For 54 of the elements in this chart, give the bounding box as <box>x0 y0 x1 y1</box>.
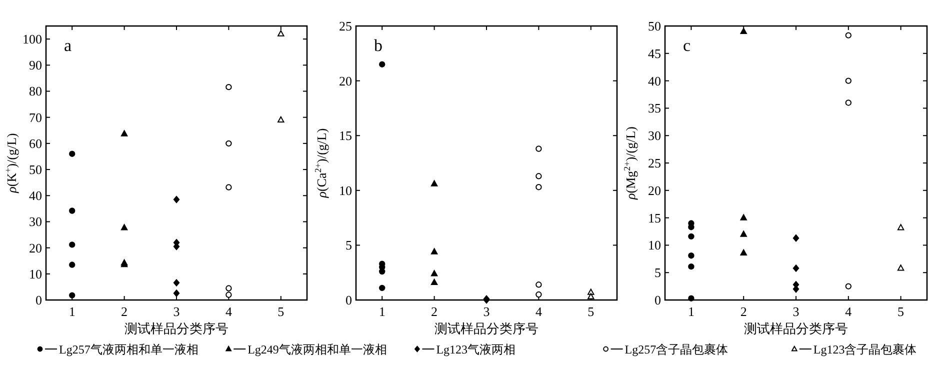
x-tick-label: 4 <box>845 304 852 319</box>
y-tick-label: 80 <box>29 84 42 99</box>
y-tick-label: 20 <box>339 73 352 88</box>
y-tick-label: 10 <box>339 182 352 198</box>
y-tick-label: 30 <box>648 128 661 144</box>
y-tick-label: 50 <box>648 18 661 34</box>
y-tick-label: 100 <box>22 32 42 47</box>
x-tick-label: 3 <box>483 304 490 319</box>
x-tick-label: 2 <box>431 304 438 319</box>
legend-label: Lg123含子晶包裹体 <box>813 342 917 356</box>
y-tick-label: 30 <box>29 214 42 230</box>
x-tick-label: 2 <box>740 304 747 319</box>
y-tick-label: 70 <box>29 110 42 125</box>
y-tick-label: 40 <box>29 188 42 204</box>
x-tick-label: 1 <box>68 304 76 319</box>
annotation: a <box>64 36 72 55</box>
y-tick-label: 40 <box>648 73 661 88</box>
y-tick-label: 90 <box>29 58 42 73</box>
y-tick-label: 10 <box>29 266 42 282</box>
x-tick-label: 1 <box>688 304 694 319</box>
y-tick-label: 15 <box>339 128 352 144</box>
x-axis-title: 测试样品分类序号 <box>124 321 228 336</box>
x-axis-title: 测试样品分类序号 <box>744 321 848 336</box>
x-tick-label: 3 <box>173 304 180 319</box>
y-tick-label: 15 <box>648 210 661 226</box>
y-tick-label: 35 <box>648 100 661 116</box>
y-tick-label: 20 <box>29 240 42 256</box>
y-tick-label: 45 <box>648 46 661 61</box>
x-tick-label: 2 <box>121 304 128 319</box>
y-tick-label: 20 <box>648 182 661 198</box>
x-axis-title: 测试样品分类序号 <box>434 321 538 336</box>
y-tick-label: 5 <box>346 238 352 253</box>
x-tick-label: 5 <box>588 304 594 319</box>
y-tick-label: 0 <box>36 292 42 308</box>
y-tick-label: 0 <box>654 292 661 308</box>
annotation: b <box>374 36 382 55</box>
legend-label: Lg249气液两相和单一液相 <box>248 342 387 356</box>
y-tick-label: 10 <box>648 238 661 253</box>
x-tick-label: 1 <box>378 304 386 319</box>
x-tick-label: 4 <box>535 304 542 319</box>
y-tick-label: 25 <box>648 156 661 170</box>
legend-label: Lg257气液两相和单一液相 <box>59 342 198 356</box>
y-tick-label: 25 <box>339 18 352 34</box>
x-tick-label: 5 <box>278 304 284 319</box>
x-tick-label: 3 <box>792 304 800 319</box>
x-tick-label: 5 <box>898 304 904 319</box>
y-tick-label: 0 <box>346 292 352 308</box>
y-tick-label: 50 <box>29 162 42 178</box>
legend-label: Lg257含子晶包裹体 <box>624 342 728 356</box>
legend-label: Lg123气液两相 <box>436 342 516 356</box>
y-tick-label: 60 <box>29 136 42 151</box>
y-tick-label: 5 <box>654 265 661 280</box>
annotation: c <box>683 36 691 55</box>
x-tick-label: 4 <box>225 304 232 319</box>
